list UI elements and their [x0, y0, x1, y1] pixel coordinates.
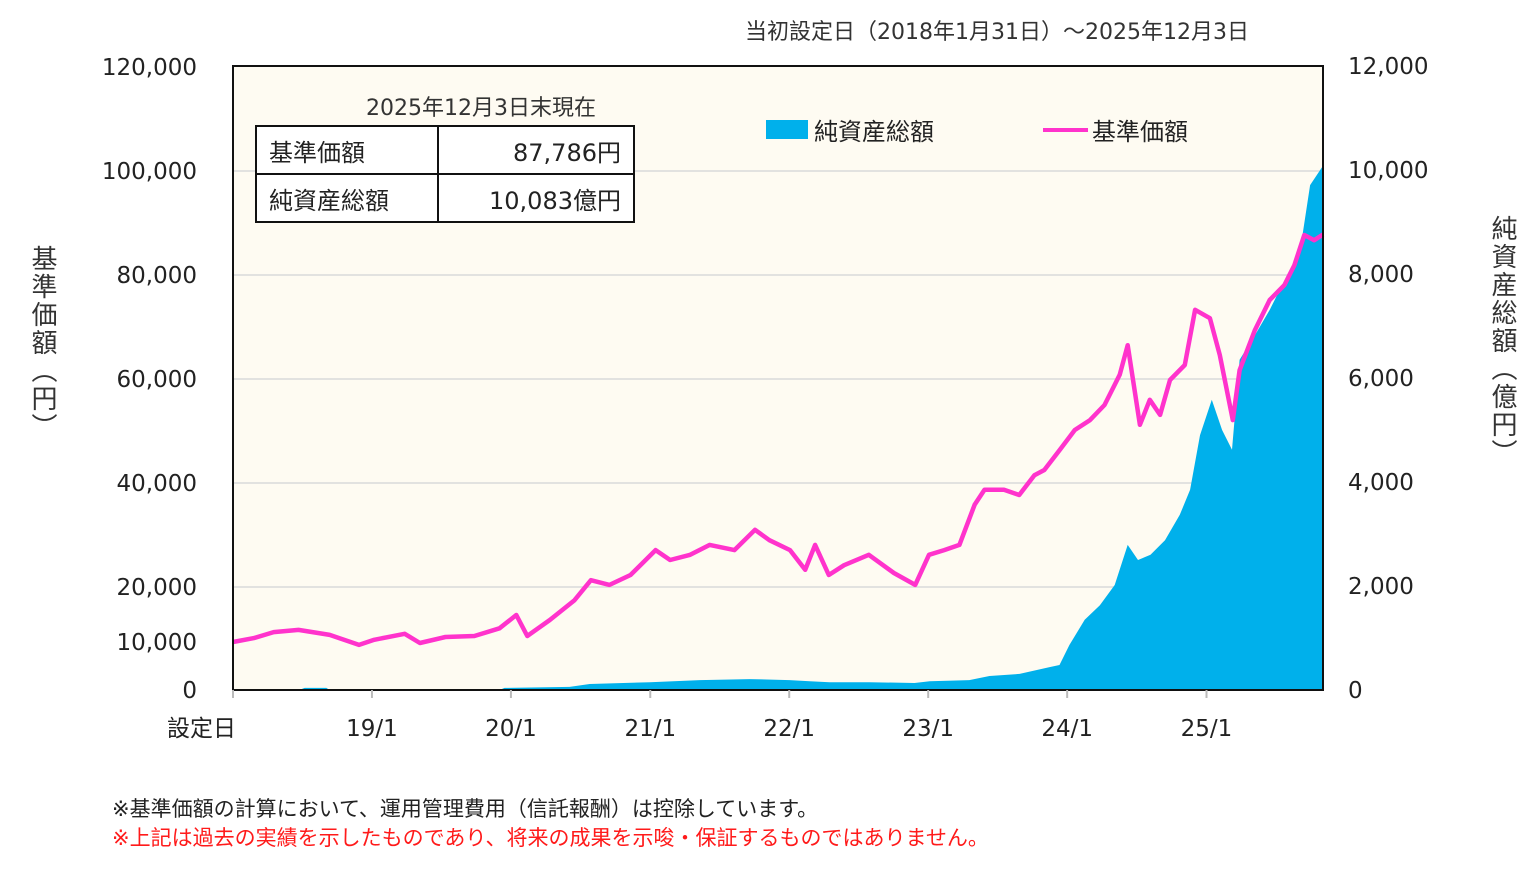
y-right-tick-label: 4,000 [1348, 470, 1414, 496]
table-row: 基準価額 87,786円 [255, 125, 635, 175]
net-assets-area [233, 165, 1323, 690]
legend-label: 基準価額 [1092, 118, 1188, 146]
legend-swatch-area [766, 120, 808, 139]
y-right-tick-label: 2,000 [1348, 574, 1414, 600]
y-right-tick-label: 8,000 [1348, 262, 1414, 288]
x-tick-label: 25/1 [1181, 716, 1233, 742]
note-disclaimer: ※上記は過去の実績を示したものであり、将来の成果を示唆・保証するものではありませ… [112, 826, 989, 850]
nav-label: 基準価額 [255, 125, 439, 175]
legend-nav: 基準価額 [1043, 112, 1188, 147]
x-axis: 設定日 19/1 20/1 21/1 22/1 23/1 24/1 25/1 [167, 690, 1232, 742]
right-axis-label: 純資産総額（億円） [1487, 215, 1517, 467]
x-tick-label: 21/1 [624, 716, 676, 742]
y-tick-label: 40,000 [117, 471, 197, 497]
summary-table: 基準価額 87,786円 純資産総額 10,083億円 [255, 125, 635, 223]
net-assets-label: 純資産総額 [255, 173, 439, 223]
x-tick-label: 設定日 [167, 716, 236, 742]
x-tick-label: 23/1 [902, 716, 954, 742]
nav-line-layer [232, 232, 1325, 648]
y-tick-label: 10,000 [117, 630, 197, 656]
y-tick-label: 60,000 [117, 367, 197, 393]
nav-line [232, 232, 1325, 648]
legend-net-assets: 純資産総額 [766, 112, 934, 147]
y-right-tick-label: 10,000 [1348, 158, 1428, 184]
y-right-tick-label: 6,000 [1348, 366, 1414, 392]
x-tick-label: 24/1 [1041, 716, 1093, 742]
table-row: 純資産総額 10,083億円 [255, 173, 635, 223]
net-assets-value: 10,083億円 [437, 173, 635, 223]
y-tick-label: 100,000 [102, 159, 197, 185]
x-tick-label: 20/1 [485, 716, 537, 742]
legend-label: 純資産総額 [814, 118, 934, 146]
net-assets-area-layer [233, 165, 1323, 690]
y-right-tick-label: 12,000 [1348, 54, 1428, 80]
note-fee: ※基準価額の計算において、運用管理費用（信託報酬）は控除しています。 [112, 797, 819, 821]
as-of-date: 2025年12月3日末現在 [366, 96, 596, 121]
x-tick-label: 19/1 [346, 716, 398, 742]
left-axis-label: 基準価額（円） [27, 245, 57, 441]
right-y-axis: 0 2,000 4,000 6,000 8,000 10,000 12,000 [1348, 54, 1428, 704]
y-tick-label: 20,000 [117, 575, 197, 601]
x-tick-label: 22/1 [763, 716, 815, 742]
plot-border [232, 65, 1324, 691]
y-tick-label: 80,000 [117, 263, 197, 289]
period-label: 当初設定日（2018年1月31日）～2025年12月3日 [745, 20, 1249, 45]
legend-swatch-line [1043, 127, 1088, 132]
left-y-axis: 0 10,000 20,000 40,000 60,000 80,000 100,000 12… [102, 55, 197, 704]
y-right-tick-label: 0 [1348, 678, 1363, 704]
y-tick-label: 120,000 [102, 55, 197, 81]
footnotes: ※基準価額の計算において、運用管理費用（信託報酬）は控除しています。 ※上記は過… [112, 795, 989, 853]
y-tick-label: 0 [182, 678, 197, 704]
nav-value: 87,786円 [437, 125, 635, 175]
